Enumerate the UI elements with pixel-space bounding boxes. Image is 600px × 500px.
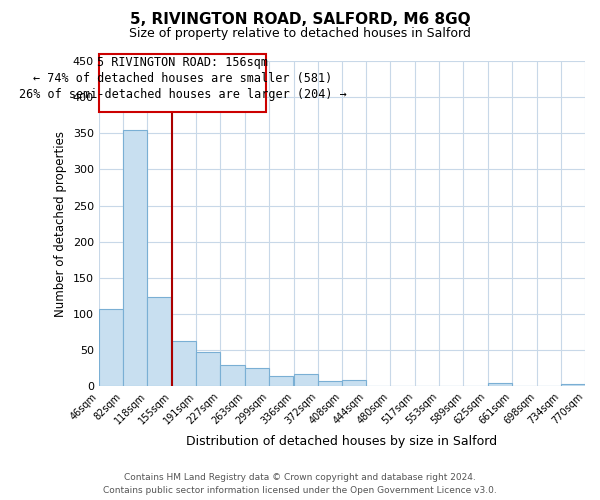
Bar	[342, 380, 366, 386]
Bar	[99, 309, 123, 386]
Bar	[269, 376, 293, 386]
Text: 5, RIVINGTON ROAD, SALFORD, M6 8GQ: 5, RIVINGTON ROAD, SALFORD, M6 8GQ	[130, 12, 470, 28]
Bar	[488, 384, 512, 386]
Text: Size of property relative to detached houses in Salford: Size of property relative to detached ho…	[129, 28, 471, 40]
Bar	[123, 130, 147, 386]
Text: 5 RIVINGTON ROAD: 156sqm: 5 RIVINGTON ROAD: 156sqm	[97, 56, 268, 69]
Bar	[196, 352, 220, 386]
Bar	[245, 368, 269, 386]
Text: Contains HM Land Registry data © Crown copyright and database right 2024.
Contai: Contains HM Land Registry data © Crown c…	[103, 473, 497, 495]
Text: 26% of semi-detached houses are larger (204) →: 26% of semi-detached houses are larger (…	[19, 88, 346, 101]
Bar	[318, 380, 342, 386]
Bar	[172, 341, 196, 386]
Bar	[220, 364, 245, 386]
X-axis label: Distribution of detached houses by size in Salford: Distribution of detached houses by size …	[187, 434, 497, 448]
Text: ← 74% of detached houses are smaller (581): ← 74% of detached houses are smaller (58…	[33, 72, 332, 85]
Bar	[561, 384, 585, 386]
Bar	[293, 374, 318, 386]
FancyBboxPatch shape	[99, 54, 266, 112]
Y-axis label: Number of detached properties: Number of detached properties	[55, 130, 67, 316]
Bar	[147, 298, 172, 386]
